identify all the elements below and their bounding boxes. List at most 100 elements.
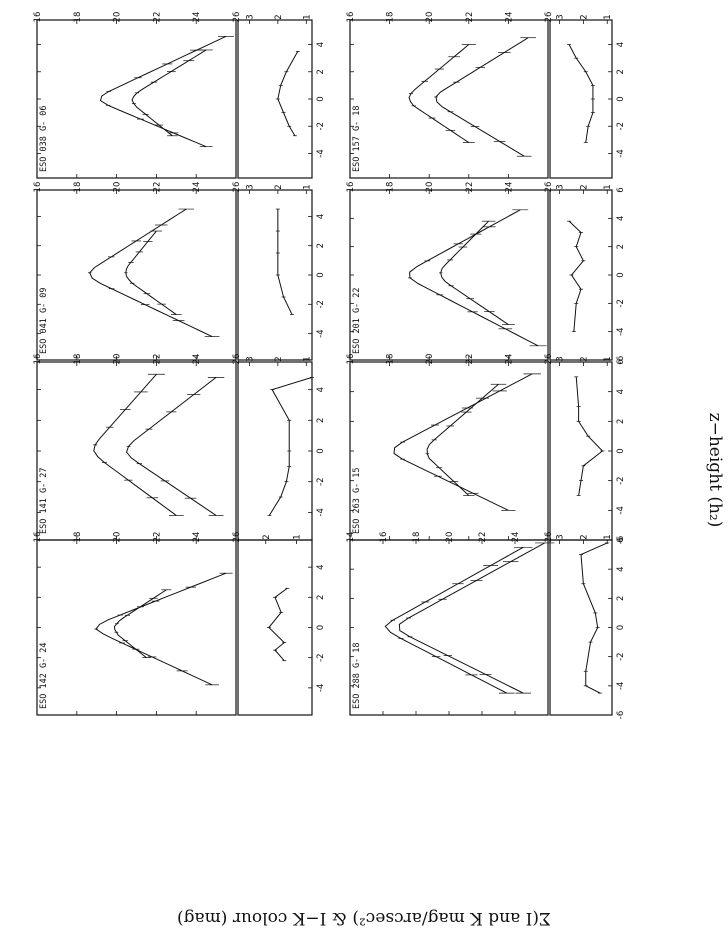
colour-line: [575, 376, 604, 496]
mag-tick-label: 26: [232, 532, 242, 543]
mag-tick-label: 18: [73, 182, 83, 193]
z-tick-label: 2: [616, 596, 626, 601]
mag-tick-label: 20: [445, 532, 455, 543]
galaxy-label: ESO 142 G- 24: [39, 642, 49, 709]
z-tick-label: -4: [616, 327, 626, 335]
z-tick-label: 4: [316, 214, 326, 219]
galaxy-label: ESO 157 G- 18: [352, 105, 362, 172]
mag-tick-label: 22: [465, 182, 475, 193]
mag-tick-label: 20: [113, 532, 123, 543]
galaxy-label: ESO 201 G- 22: [352, 287, 362, 354]
z-tick-label: 4: [316, 387, 326, 392]
z-tick-label: 4: [316, 564, 326, 569]
colour-tick-label: 3: [245, 184, 255, 189]
mag-tick-label: 16: [346, 354, 356, 365]
mag-tick-label: 20: [113, 182, 123, 193]
z-tick-label: -4: [616, 149, 626, 157]
z-tick-label: -4: [616, 506, 626, 514]
mag-tick-label: 18: [386, 182, 396, 193]
z-tick-label: 0: [316, 448, 326, 453]
colour-frame: [237, 539, 313, 716]
colour-frame: [549, 539, 613, 716]
colour-tick-label: 2: [262, 534, 272, 539]
colour-tick-label: 3: [556, 184, 566, 189]
z-tick-label: 6: [616, 537, 626, 542]
colour-tick-label: 3: [245, 356, 255, 361]
mag-tick-label: 18: [386, 12, 396, 23]
z-tick-label: 2: [316, 418, 326, 423]
mag-tick-label: 18: [73, 354, 83, 365]
colour-line: [580, 542, 608, 694]
z-tick-label: -4: [616, 682, 626, 690]
mag-tick-label: 26: [544, 182, 554, 193]
z-tick-label: -2: [316, 122, 326, 130]
colour-tick-label: 3: [245, 14, 255, 19]
mag-tick-label: 22: [152, 532, 162, 543]
colour-tick-label: 1: [302, 184, 312, 189]
z-tick-label: 6: [616, 187, 626, 192]
mag-tick-label: 20: [113, 354, 123, 365]
profile-line-2: [125, 376, 217, 516]
colour-tick-label: 3: [556, 534, 566, 539]
colour-tick-label: 1: [302, 356, 312, 361]
mag-tick-label: 20: [425, 182, 435, 193]
mag-tick-label: 16: [346, 182, 356, 193]
mag-tick-label: 20: [425, 12, 435, 23]
z-tick-label: -2: [616, 652, 626, 660]
y-axis-label: Σ(I and K mag/arcsec²) & I−K colour (mag…: [177, 908, 551, 928]
z-tick-label: 0: [616, 96, 626, 101]
z-tick-label: 2: [316, 69, 326, 74]
colour-tick-label: 2: [579, 534, 589, 539]
colour-tick-label: 3: [556, 356, 566, 361]
colour-frame: [237, 19, 313, 179]
mag-tick-label: 26: [232, 354, 242, 365]
z-tick-label: 0: [316, 625, 326, 630]
colour-line: [568, 44, 594, 143]
colour-tick-label: 1: [293, 534, 303, 539]
colour-tick-label: 2: [274, 356, 284, 361]
mag-tick-label: 22: [465, 12, 475, 23]
z-tick-label: -2: [616, 299, 626, 307]
colour-tick-label: 1: [302, 14, 312, 19]
mag-tick-label: 24: [192, 182, 202, 193]
colour-line: [277, 51, 299, 137]
z-tick-label: 2: [316, 595, 326, 600]
main-frame: [349, 539, 549, 716]
z-tick-label: -2: [616, 122, 626, 130]
colour-line: [277, 209, 293, 315]
colour-tick-label: 1: [603, 184, 613, 189]
colour-line: [268, 587, 288, 662]
z-tick-label: 2: [316, 243, 326, 248]
profile-line-1: [95, 572, 227, 686]
main-frame: [36, 189, 237, 361]
z-tick-label: -2: [316, 477, 326, 485]
z-tick-label: -2: [616, 476, 626, 484]
z-tick-label: 4: [616, 42, 626, 47]
galaxy-label: ESO 041 G- 09: [39, 287, 49, 354]
x-axis-label: z−height (h₂): [705, 413, 725, 528]
mag-tick-label: 26: [544, 532, 554, 543]
galaxy-label: ESO 141 G- 27: [39, 467, 49, 534]
profile-line-1: [409, 209, 539, 347]
mag-tick-label: 20: [425, 354, 435, 365]
profile-line-2: [440, 220, 509, 325]
z-tick-label: 0: [616, 272, 626, 277]
z-tick-label: 2: [616, 419, 626, 424]
z-tick-label: 0: [316, 272, 326, 277]
z-tick-label: 4: [316, 42, 326, 47]
colour-line: [268, 376, 313, 516]
galaxy-label: ESO 288 G- 18: [352, 642, 362, 709]
mag-tick-label: 22: [152, 12, 162, 23]
galaxy-label: ESO 263 G- 15: [352, 467, 362, 534]
mag-tick-label: 14: [346, 532, 356, 543]
mag-tick-label: 20: [113, 12, 123, 23]
z-tick-label: -4: [316, 684, 326, 692]
mag-tick-label: 22: [465, 354, 475, 365]
main-frame: [349, 361, 549, 541]
